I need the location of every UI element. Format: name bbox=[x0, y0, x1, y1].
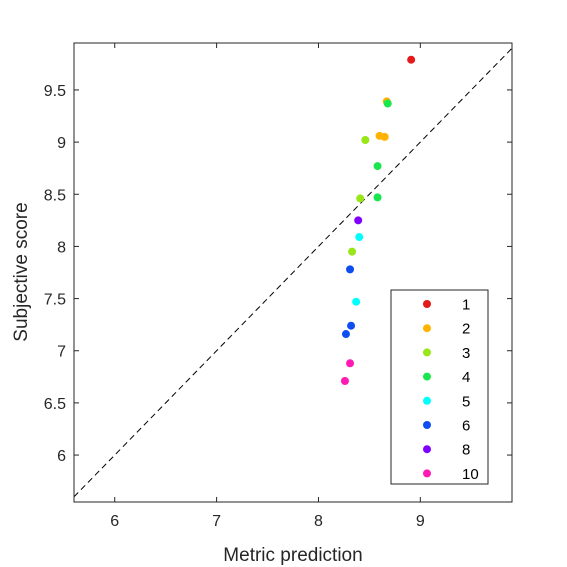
x-tick-label: 9 bbox=[416, 513, 425, 530]
data-point-series-10 bbox=[340, 376, 349, 385]
data-point-series-3 bbox=[348, 247, 357, 256]
legend-marker-2 bbox=[423, 324, 431, 333]
legend-label-1: 1 bbox=[462, 297, 470, 314]
legend-label-6: 6 bbox=[462, 418, 470, 435]
data-point-series-6 bbox=[347, 321, 356, 330]
legend-marker-1 bbox=[423, 300, 431, 308]
legend-box bbox=[390, 289, 489, 485]
legend-items: 1 2 3 4 5 6 8 10 bbox=[423, 297, 479, 483]
data-point-series-4 bbox=[383, 99, 392, 108]
data-point-series-2 bbox=[380, 132, 389, 141]
x-tick-label: 8 bbox=[314, 513, 323, 530]
legend-marker-4 bbox=[423, 372, 431, 381]
legend-label-2: 2 bbox=[462, 321, 470, 338]
x-tick-label: 7 bbox=[212, 513, 221, 530]
plot-frame bbox=[73, 42, 513, 503]
legend-marker-6 bbox=[423, 421, 431, 429]
y-tick-label: 6 bbox=[57, 448, 66, 465]
y-tick-label: 6.5 bbox=[44, 396, 66, 413]
y-tick-label: 8.5 bbox=[44, 187, 66, 204]
data-point-series-8 bbox=[354, 216, 363, 225]
y-tick-label: 7.5 bbox=[44, 292, 66, 309]
legend-marker-5 bbox=[423, 396, 431, 405]
data-point-series-6 bbox=[346, 265, 355, 274]
legend-label-5: 5 bbox=[462, 393, 470, 410]
y-tick-label: 8 bbox=[57, 239, 66, 256]
legend: 1 2 3 4 5 6 8 10 bbox=[390, 289, 489, 485]
y-axis-label: Subjective score bbox=[11, 202, 32, 341]
data-point-series-3 bbox=[361, 136, 370, 145]
y-tick-label: 9.5 bbox=[44, 83, 66, 100]
data-point-series-10 bbox=[346, 359, 355, 368]
data-points bbox=[340, 55, 416, 385]
y-tick-label: 7 bbox=[57, 344, 66, 361]
data-point-series-4 bbox=[373, 162, 382, 171]
x-axis-ticks: 6 7 8 9 bbox=[110, 43, 425, 530]
data-point-series-1 bbox=[407, 55, 416, 64]
y-axis-ticks: 6 6.5 7 7.5 8 8.5 9 9.5 bbox=[44, 83, 512, 465]
legend-label-3: 3 bbox=[462, 345, 470, 362]
data-point-series-4 bbox=[373, 193, 382, 202]
legend-label-4: 4 bbox=[462, 369, 470, 386]
y-tick-label: 9 bbox=[57, 135, 66, 152]
x-tick-label: 6 bbox=[110, 513, 119, 530]
legend-label-8: 8 bbox=[462, 442, 470, 459]
legend-marker-3 bbox=[423, 348, 431, 357]
x-axis-label: Metric prediction bbox=[223, 545, 362, 566]
data-point-series-5 bbox=[352, 297, 361, 306]
legend-marker-10 bbox=[423, 469, 431, 478]
legend-label-10: 10 bbox=[462, 466, 479, 483]
identity-reference-line bbox=[73, 47, 513, 498]
data-point-series-5 bbox=[355, 233, 364, 242]
legend-marker-8 bbox=[423, 445, 431, 454]
data-point-series-6 bbox=[341, 330, 350, 339]
data-point-series-3 bbox=[356, 194, 365, 203]
